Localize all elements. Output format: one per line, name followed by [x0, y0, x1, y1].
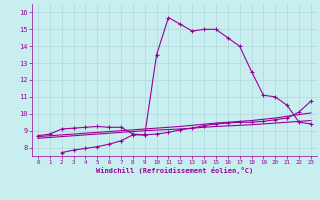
X-axis label: Windchill (Refroidissement éolien,°C): Windchill (Refroidissement éolien,°C) [96, 167, 253, 174]
